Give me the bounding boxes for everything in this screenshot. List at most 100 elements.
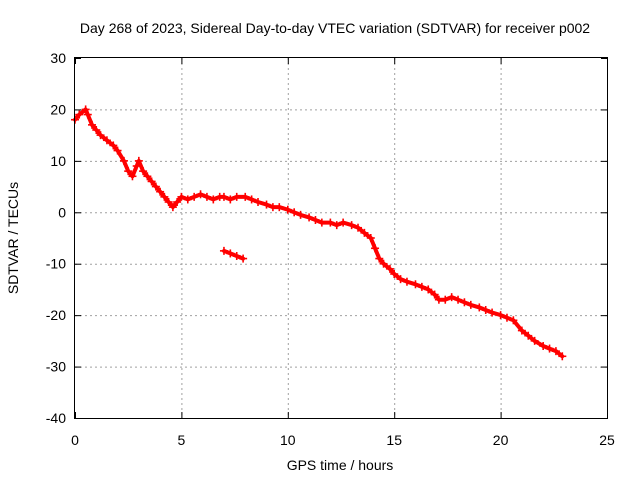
- data-point: [488, 308, 497, 317]
- y-tick-labels: -40 -30 -20 -10 0 10 20 30: [46, 50, 66, 426]
- data-point: [177, 192, 186, 201]
- data-point: [113, 146, 122, 155]
- data-point: [385, 264, 394, 273]
- data-point: [317, 218, 326, 227]
- data-point: [481, 306, 490, 314]
- data-point: [296, 210, 305, 219]
- data-point: [430, 290, 439, 299]
- x-tick-label: 20: [493, 432, 509, 448]
- data-point: [332, 221, 341, 230]
- data-point: [75, 110, 84, 119]
- data-point: [454, 295, 463, 304]
- data-point: [375, 254, 384, 263]
- data-point: [539, 342, 548, 350]
- data-point: [475, 303, 484, 312]
- data-point: [83, 110, 92, 119]
- data-point: [517, 326, 526, 335]
- data-point: [81, 105, 90, 114]
- x-tick-label: 15: [386, 432, 402, 448]
- data-point: [402, 277, 411, 286]
- data-point: [196, 190, 205, 199]
- data-point: [209, 195, 218, 204]
- data-point: [262, 200, 271, 209]
- data-point: [275, 203, 284, 212]
- data-point: [447, 293, 456, 302]
- data-point: [530, 336, 539, 345]
- x-tick-label: 10: [280, 432, 296, 448]
- data-point: [502, 313, 511, 322]
- data-point: [202, 192, 211, 201]
- x-tick-label: 5: [178, 432, 186, 448]
- data-point: [102, 136, 111, 145]
- data-point: [124, 167, 133, 176]
- data-point: [132, 162, 141, 170]
- data-point: [160, 192, 169, 201]
- data-point: [390, 270, 399, 278]
- data-series: [71, 105, 567, 361]
- data-point: [460, 298, 469, 307]
- data-point: [509, 316, 518, 325]
- data-point: [143, 172, 152, 181]
- y-tick-label: 10: [50, 153, 66, 169]
- data-point: [396, 275, 405, 284]
- data-point: [545, 344, 554, 353]
- data-point: [379, 259, 388, 268]
- data-point: [424, 285, 433, 294]
- data-point: [551, 347, 560, 356]
- data-point: [147, 177, 156, 186]
- data-point: [466, 300, 475, 309]
- data-point: [371, 244, 380, 253]
- data-point: [247, 195, 256, 204]
- data-point: [524, 331, 533, 340]
- y-tick-label: -20: [46, 307, 66, 323]
- data-point: [290, 208, 299, 217]
- data-point: [232, 192, 241, 201]
- y-tick-label: 20: [50, 101, 66, 117]
- data-point: [109, 141, 118, 150]
- y-axis-label: SDTVAR / TECUs: [5, 182, 21, 294]
- data-point: [183, 195, 192, 204]
- grid-lines: [75, 58, 607, 418]
- data-point: [226, 249, 235, 258]
- data-point: [139, 167, 148, 176]
- data-point: [558, 352, 567, 361]
- data-point: [326, 218, 335, 227]
- data-point: [417, 282, 426, 291]
- data-point: [354, 223, 363, 232]
- data-point: [239, 254, 248, 263]
- chart-title: Day 268 of 2023, Sidereal Day-to-day VTE…: [80, 20, 590, 36]
- data-point: [254, 198, 263, 206]
- data-point: [92, 126, 101, 134]
- data-point: [119, 156, 128, 165]
- data-point: [283, 205, 292, 214]
- data-point: [441, 295, 450, 304]
- data-point: [88, 120, 97, 129]
- x-tick-label: 0: [71, 432, 79, 448]
- data-point: [168, 203, 177, 212]
- y-tick-label: -40: [46, 410, 66, 426]
- data-point: [219, 192, 228, 201]
- data-point: [156, 187, 165, 196]
- x-tick-labels: 0 5 10 15 20 25: [71, 432, 615, 448]
- y-tick-label: 0: [58, 204, 66, 220]
- data-point: [134, 156, 143, 165]
- data-point: [339, 218, 348, 227]
- data-point: [366, 234, 375, 242]
- data-point: [311, 216, 320, 224]
- plot-frame: [74, 57, 608, 419]
- data-point: [226, 195, 235, 204]
- x-axis-label: GPS time / hours: [287, 457, 394, 473]
- y-tick-label: -10: [46, 256, 66, 272]
- data-point: [360, 228, 369, 237]
- data-point: [496, 311, 505, 320]
- y-tick-label: -30: [46, 359, 66, 375]
- data-point: [151, 182, 160, 191]
- y-tick-label: 30: [50, 50, 66, 66]
- data-point: [241, 192, 250, 201]
- data-point: [128, 172, 137, 181]
- data-point: [190, 192, 199, 201]
- axis-ticks: [75, 58, 608, 419]
- series-line-fragment: [222, 248, 246, 261]
